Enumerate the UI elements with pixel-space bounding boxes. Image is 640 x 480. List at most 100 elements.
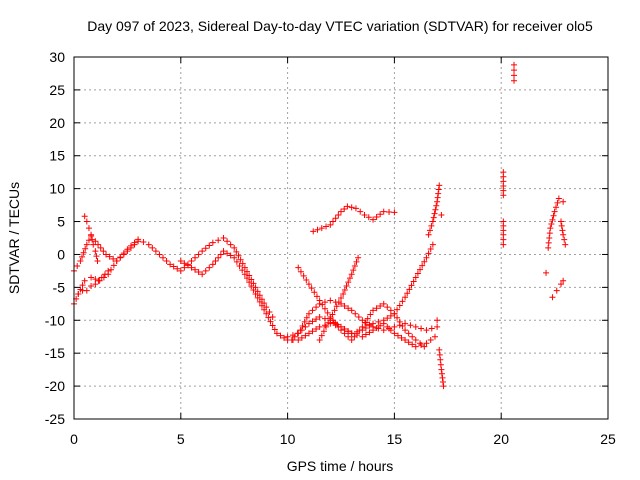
- data-point: [269, 322, 276, 329]
- data-point: [177, 258, 184, 265]
- data-point: [316, 323, 323, 330]
- data-point: [311, 289, 318, 296]
- data-point: [85, 237, 92, 244]
- data-point: [167, 261, 174, 268]
- data-point: [160, 254, 166, 261]
- data-point: [345, 305, 352, 312]
- data-point: [377, 211, 384, 218]
- data-point: [386, 209, 393, 216]
- data-point: [391, 330, 398, 337]
- data-point: [75, 290, 82, 297]
- data-point: [370, 216, 377, 223]
- data-point: [235, 252, 242, 259]
- data-point: [305, 320, 312, 327]
- data-point: [303, 314, 310, 321]
- series-track-q: [558, 218, 569, 248]
- data-point: [341, 326, 348, 333]
- series-track-i: [310, 203, 398, 235]
- data-point: [309, 318, 316, 325]
- data-point: [239, 260, 246, 267]
- data-point: [434, 198, 441, 205]
- data-point: [439, 374, 446, 381]
- data-point: [362, 331, 369, 338]
- data-point: [233, 258, 240, 265]
- series-track-n: [511, 61, 518, 84]
- data-point: [402, 294, 409, 301]
- data-point: [298, 327, 305, 334]
- data-point: [329, 311, 336, 318]
- data-point: [295, 337, 302, 344]
- data-point: [348, 337, 355, 344]
- y-tick-label: 15: [49, 148, 65, 164]
- y-tick-label: 10: [49, 181, 65, 197]
- y-tick-label: 25: [49, 82, 65, 98]
- data-point: [362, 319, 369, 326]
- data-point: [560, 198, 567, 205]
- data-point: [386, 325, 393, 332]
- data-point: [431, 333, 438, 340]
- data-point: [545, 239, 552, 246]
- data-point: [345, 328, 352, 335]
- series-track-e: [177, 248, 438, 350]
- y-axis-ticks: -25 -20 -15 -10 -5 0 5 10 15 20 25 30: [45, 49, 608, 427]
- data-point: [427, 227, 433, 234]
- data-point: [361, 211, 368, 218]
- data-point: [407, 322, 414, 329]
- data-point: [74, 262, 81, 269]
- y-tick-label: 5: [57, 214, 65, 230]
- data-point: [437, 361, 444, 368]
- data-point: [83, 241, 90, 248]
- series-track-l: [434, 317, 447, 390]
- data-point: [436, 346, 443, 353]
- data-point: [220, 235, 227, 241]
- data-point: [434, 194, 441, 201]
- data-point: [88, 274, 95, 281]
- data-point: [375, 325, 382, 332]
- data-point: [239, 267, 246, 274]
- data-point: [350, 267, 357, 274]
- data-point: [323, 323, 330, 330]
- series-track-c: [81, 213, 101, 265]
- data-point: [549, 216, 556, 223]
- data-point: [553, 204, 560, 211]
- data-point: [332, 215, 339, 222]
- data-point: [428, 222, 435, 229]
- data-point: [548, 221, 555, 228]
- data-point: [202, 267, 209, 274]
- data-point: [267, 318, 274, 325]
- data-point: [408, 282, 415, 289]
- y-tick-label: 0: [57, 246, 65, 262]
- data-point: [430, 214, 437, 221]
- data-point: [562, 241, 569, 248]
- data-point: [321, 305, 328, 312]
- data-point: [199, 271, 206, 278]
- data-point: [248, 283, 255, 290]
- data-point: [436, 182, 443, 189]
- data-point: [384, 315, 391, 322]
- data-point: [341, 303, 348, 310]
- data-point: [110, 255, 117, 262]
- data-point: [231, 244, 238, 251]
- data-point: [295, 330, 302, 337]
- data-point: [202, 245, 209, 252]
- chart-title: Day 097 of 2023, Sidereal Day-to-day VTE…: [87, 18, 593, 34]
- data-point: [241, 271, 248, 278]
- data-point: [140, 238, 147, 245]
- data-point: [92, 248, 99, 255]
- data-point: [163, 258, 170, 265]
- data-point: [215, 254, 222, 261]
- data-point: [353, 258, 360, 265]
- data-point: [95, 277, 102, 284]
- data-point: [500, 241, 507, 248]
- data-point: [555, 195, 562, 202]
- data-point: [310, 228, 317, 235]
- data-point: [305, 310, 312, 317]
- data-point: [375, 318, 382, 325]
- data-point: [184, 262, 191, 269]
- data-point: [325, 319, 332, 326]
- data-point: [313, 316, 320, 323]
- data-point: [309, 328, 316, 335]
- data-point: [412, 323, 419, 330]
- data-point: [351, 333, 358, 340]
